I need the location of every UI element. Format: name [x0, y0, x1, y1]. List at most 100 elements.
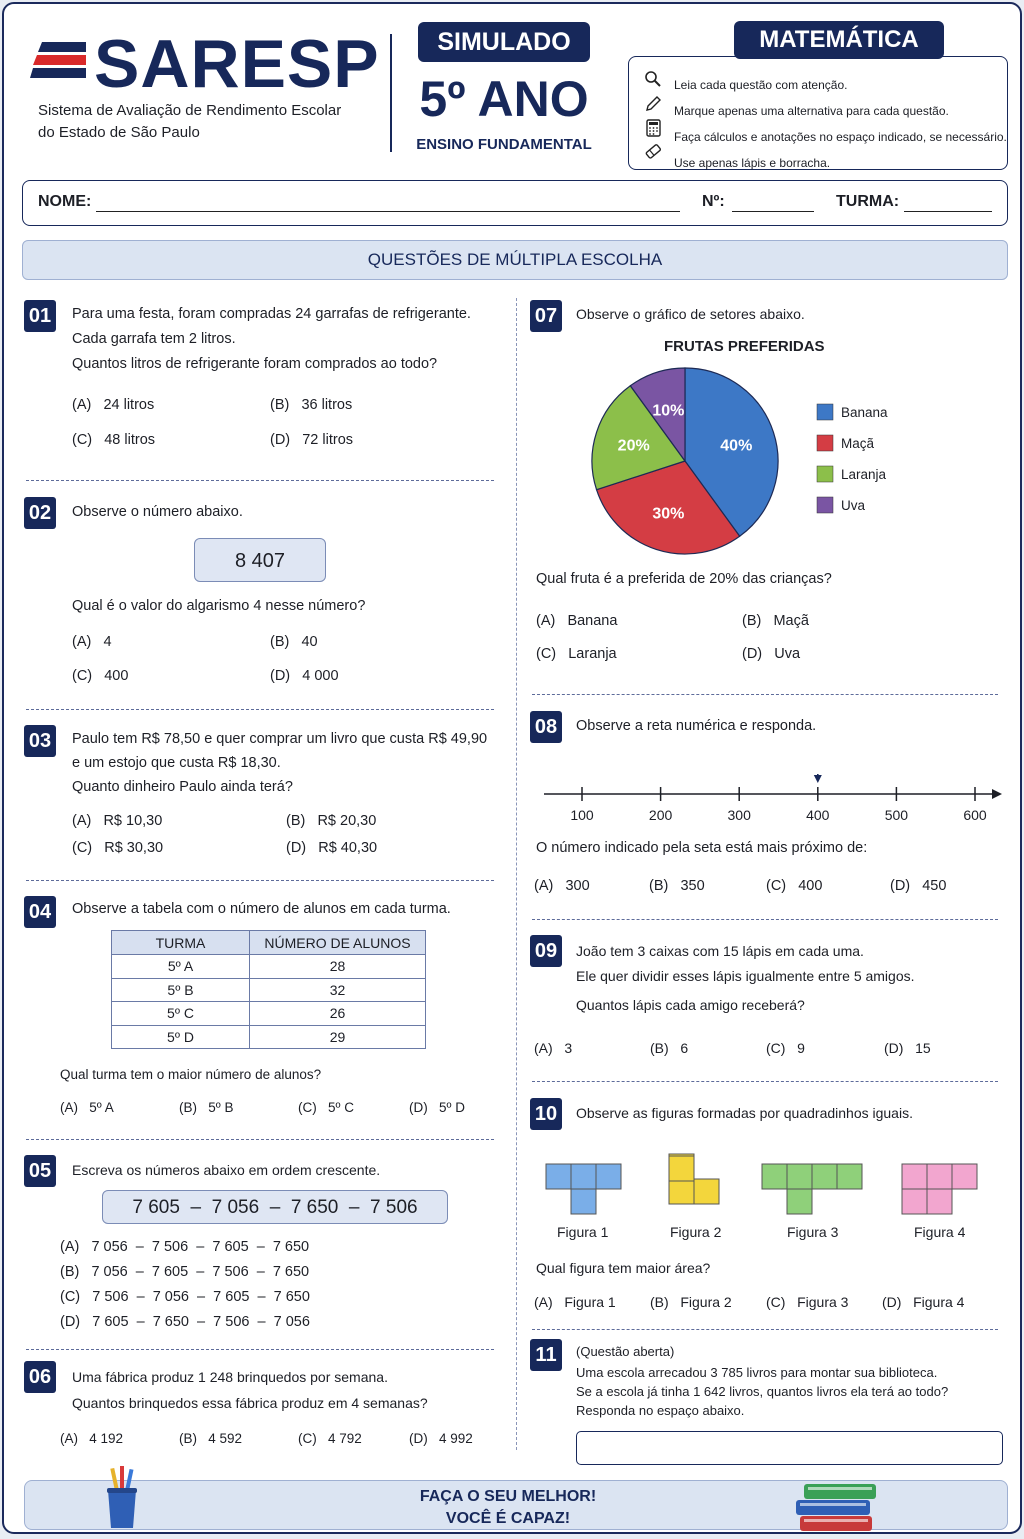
table-row: 5º D 29 [111, 1024, 426, 1049]
unit-square [786, 1163, 813, 1190]
figure-3 [761, 1163, 863, 1215]
q4-option-a[interactable]: (A) 5º A [60, 1100, 114, 1115]
table-row: 5º C 26 [111, 1001, 426, 1026]
q6-option-c[interactable]: (C) 4 792 [298, 1431, 362, 1446]
q2-option-d[interactable]: (D) 4 000 [270, 668, 339, 684]
axis-arrowhead [992, 789, 1002, 799]
q7-option-b[interactable]: (B) Maçã [742, 613, 809, 629]
q4-option-c[interactable]: (C) 5º C [298, 1100, 354, 1115]
q8-option-d[interactable]: (D) 450 [890, 878, 947, 894]
class-field[interactable] [904, 211, 992, 212]
level-label: ENSINO FUNDAMENTAL [416, 136, 592, 153]
q10-option-c[interactable]: (C) Figura 3 [766, 1294, 849, 1310]
system-name-line2: do Estado de São Paulo [38, 124, 200, 141]
q11-answer-field[interactable] [576, 1431, 1003, 1465]
eraser-icon [644, 142, 662, 160]
q10-option-d[interactable]: (D) Figura 4 [882, 1294, 965, 1310]
q1-option-d[interactable]: (D) 72 litros [270, 432, 354, 448]
q3-option-d[interactable]: (D) R$ 40,30 [286, 840, 378, 856]
q6-option-a[interactable]: (A) 4 192 [60, 1431, 124, 1446]
q2-option-a[interactable]: (A) 4 [72, 634, 112, 650]
q9-option-c[interactable]: (C) 9 [766, 1040, 805, 1056]
q4-option-d[interactable]: (D) 5º D [409, 1100, 465, 1115]
unit-square [926, 1163, 953, 1190]
q6-line2: Quantos brinquedos essa fábrica produz e… [72, 1395, 428, 1411]
q10-question: Qual figura tem maior área? [536, 1260, 711, 1276]
q7-intro: Observe o gráfico de setores abaixo. [576, 306, 805, 322]
table-row: 5º B 32 [111, 977, 426, 1002]
q8-option-a[interactable]: (A) 300 [534, 878, 590, 894]
name-field[interactable] [96, 211, 680, 212]
q1-line2: Cada garrafa tem 2 litros. [72, 331, 236, 347]
tick-label: 300 [728, 807, 752, 823]
q5-option-c[interactable]: (C) 7 506 – 7 056 – 7 605 – 7 650 [60, 1289, 310, 1305]
q3-line1: Paulo tem R$ 78,50 e quer comprar um liv… [72, 731, 488, 747]
unit-square [811, 1163, 838, 1190]
separator [26, 709, 494, 710]
unit-square [836, 1163, 863, 1190]
system-name-line1: Sistema de Avaliação de Rendimento Escol… [38, 102, 342, 119]
q2-number-box: 8 407 [194, 538, 326, 582]
q8-option-c[interactable]: (C) 400 [766, 878, 823, 894]
section-banner [22, 240, 1008, 280]
unit-square [570, 1188, 597, 1215]
q6-option-d[interactable]: (D) 4 992 [409, 1431, 473, 1446]
pencil-icon [644, 95, 662, 113]
q3-option-c[interactable]: (C) R$ 30,30 [72, 840, 164, 856]
q1-option-b[interactable]: (B) 36 litros [270, 397, 353, 413]
q9-option-b[interactable]: (B) 6 [650, 1040, 689, 1056]
name-label: NOME: [38, 193, 92, 210]
q3-line3: Quanto dinheiro Paulo ainda terá? [72, 779, 293, 795]
legend-swatch [816, 465, 834, 483]
q4-option-b[interactable]: (B) 5º B [179, 1100, 234, 1115]
q7-option-c[interactable]: (C) Laranja [536, 646, 617, 662]
q2-option-c[interactable]: (C) 400 [72, 668, 129, 684]
class-label: TURMA: [836, 193, 900, 210]
q7-option-a[interactable]: (A) Banana [536, 613, 618, 629]
footer-line1: FAÇA O SEU MELHOR! [419, 1488, 597, 1505]
q10-option-b[interactable]: (B) Figura 2 [650, 1294, 732, 1310]
q3-option-a[interactable]: (A) R$ 10,30 [72, 813, 163, 829]
q3-option-b[interactable]: (B) R$ 20,30 [286, 813, 377, 829]
tick-label: 100 [570, 807, 594, 823]
q10-intro: Observe as figuras formadas por quadradi… [576, 1105, 913, 1121]
q1-option-c[interactable]: (C) 48 litros [72, 432, 156, 448]
unit-square [926, 1188, 953, 1215]
q1-option-a[interactable]: (A) 24 litros [72, 397, 155, 413]
unit-square [668, 1178, 695, 1205]
q9-option-d[interactable]: (D) 15 [884, 1040, 931, 1056]
slice-label: 20% [618, 437, 650, 454]
q10-option-a[interactable]: (A) Figura 1 [534, 1294, 616, 1310]
table-header: NÚMERO DE ALUNOS [249, 930, 426, 955]
separator [26, 1139, 494, 1140]
question-number-02: 02 [24, 497, 56, 529]
unit-square [901, 1163, 928, 1190]
q11-line3: Se a escola já tinha 1 642 livros, quant… [576, 1384, 949, 1399]
legend-label: Maçã [841, 436, 875, 451]
simulado-badge: SIMULADO [418, 22, 590, 62]
magnifier-icon [644, 70, 662, 88]
area-figures [545, 1153, 978, 1215]
q5-option-b[interactable]: (B) 7 056 – 7 605 – 7 506 – 7 650 [60, 1264, 310, 1280]
number-field[interactable] [732, 211, 814, 212]
q8-option-b[interactable]: (B) 350 [649, 878, 705, 894]
q5-option-d[interactable]: (D) 7 605 – 7 650 – 7 506 – 7 056 [60, 1314, 310, 1330]
table-row: 5º A 28 [111, 954, 426, 979]
figure-3-label: Figura 3 [787, 1224, 839, 1240]
pie-chart: 40% 30% 20%10% Banana Maçã Laranja Uva [591, 367, 888, 555]
q9-option-a[interactable]: (A) 3 [534, 1040, 573, 1056]
q7-option-d[interactable]: (D) Uva [742, 646, 801, 662]
q5-option-a[interactable]: (A) 7 056 – 7 506 – 7 605 – 7 650 [60, 1239, 310, 1255]
figure-1 [545, 1163, 622, 1215]
subject-badge: MATEMÁTICA [734, 21, 944, 59]
saresp-logo: SARESP [94, 26, 380, 102]
instructions-list: Leia cada questão com atenção. Marque ap… [674, 72, 1007, 176]
section-title: QUESTÕES DE MÚLTIPLA ESCOLHA [367, 250, 663, 269]
unit-square [951, 1163, 978, 1190]
pie-slice-laranja [591, 384, 686, 491]
saresp-logo-icon [30, 42, 86, 90]
q6-option-b[interactable]: (B) 4 592 [179, 1431, 243, 1446]
q2-option-b[interactable]: (B) 40 [270, 634, 318, 650]
legend-label: Banana [841, 405, 888, 420]
books-icon [794, 1476, 880, 1534]
